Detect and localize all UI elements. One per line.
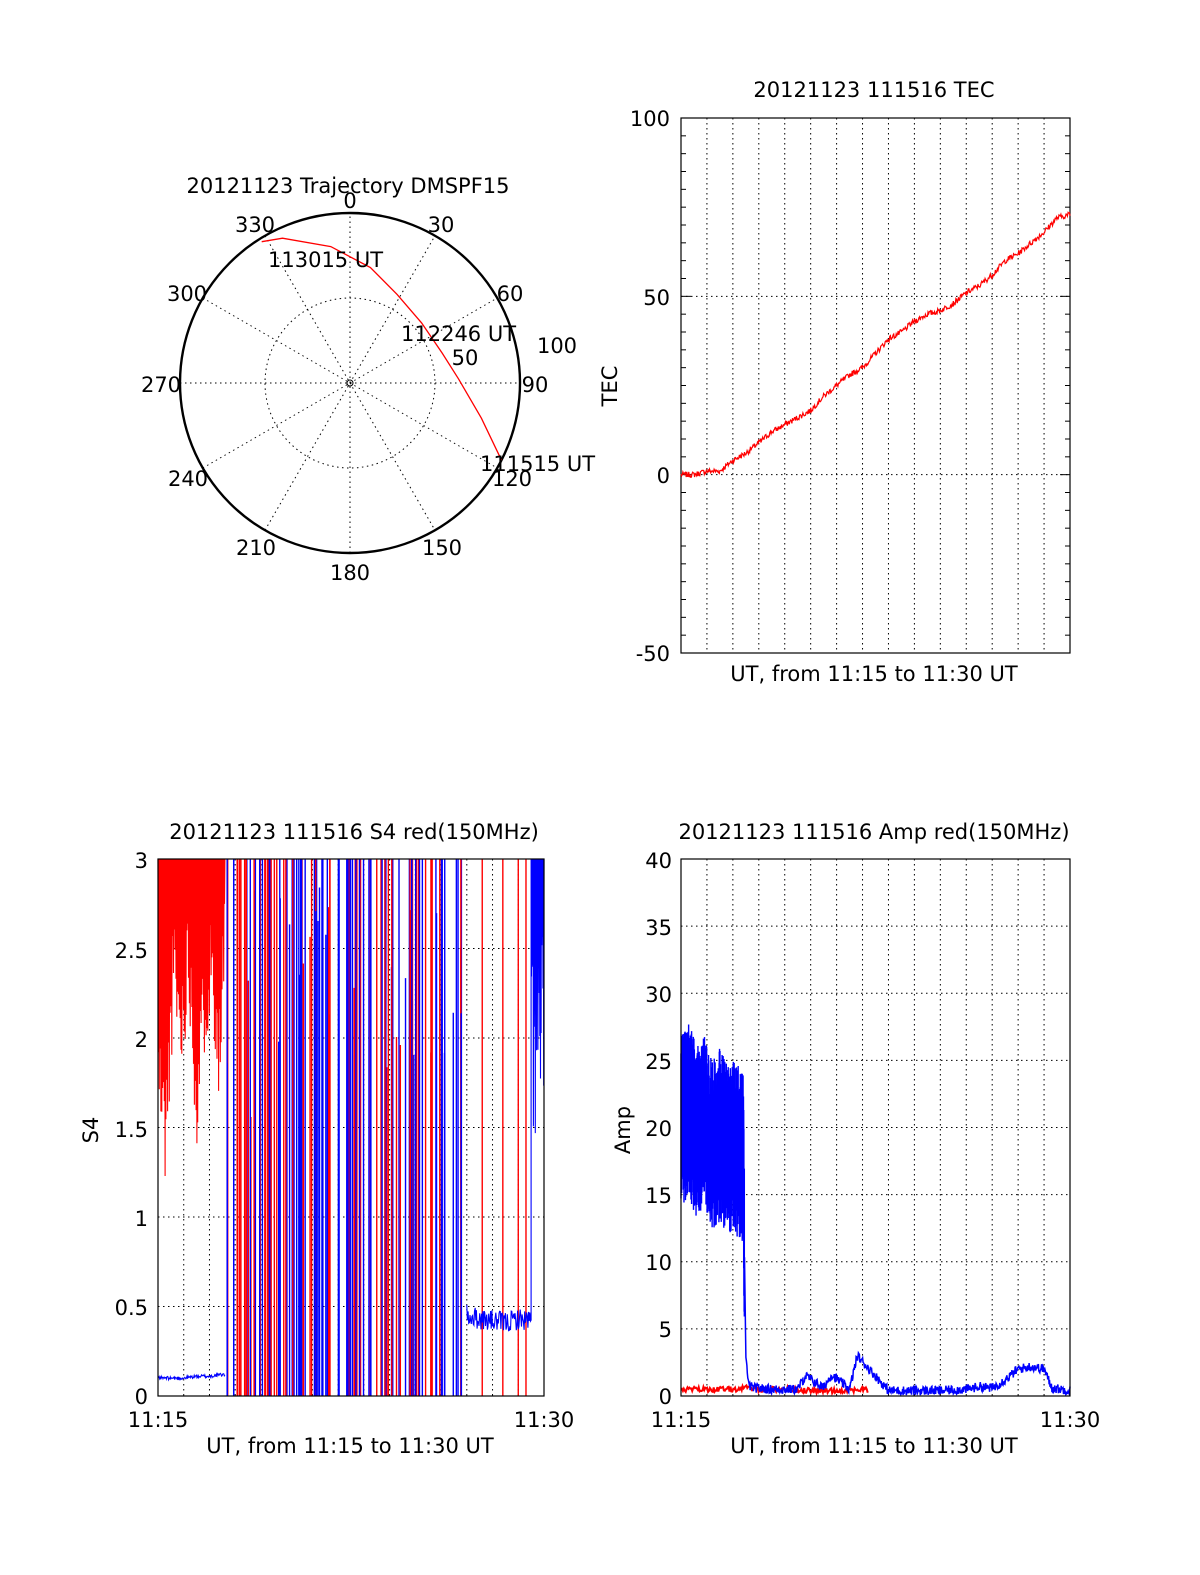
amp-xlabel: UT, from 11:15 to 11:30 UT <box>730 1434 1018 1458</box>
amp-ytick-5: 5 <box>659 1318 672 1342</box>
angle-label-120: 120 <box>492 467 532 491</box>
s4-xtick-start: 11:15 <box>128 1408 189 1432</box>
annotation-start-time: 111515 UT <box>480 452 595 476</box>
polar-center <box>346 379 354 387</box>
radius-label-100: 100 <box>537 334 577 358</box>
tec-plot-frame <box>680 117 1071 654</box>
s4-title: 20121123 111516 S4 red(150MHz) <box>169 820 539 844</box>
angle-label-60: 60 <box>497 282 524 306</box>
annotation-mid-time: 112246 UT <box>401 322 516 346</box>
s4-xlabel: UT, from 11:15 to 11:30 UT <box>206 1434 494 1458</box>
s4-xtick-end: 11:30 <box>514 1408 575 1432</box>
amp-ytick-25: 25 <box>645 1050 672 1074</box>
s4-blue-series <box>157 858 545 1382</box>
amp-ytick-30: 30 <box>645 983 672 1007</box>
tec-ytick-100: 100 <box>630 107 670 131</box>
angle-label-30: 30 <box>428 213 455 237</box>
s4-ytick-3: 3 <box>135 849 148 873</box>
amp-ytick-40: 40 <box>645 849 672 873</box>
s4-ylabel: S4 <box>79 1117 103 1144</box>
amp-noise-band <box>680 1024 746 1317</box>
amp-ytick-15: 15 <box>645 1184 672 1208</box>
amp-xtick-start: 11:15 <box>651 1408 712 1432</box>
tec-ytick-0: 0 <box>657 464 670 488</box>
amp-blue-series <box>743 1257 1071 1397</box>
trajectory-polar-chart: 20121123 Trajectory DMSPF15 0 30 60 90 1… <box>141 174 595 585</box>
tec-minor-ticks <box>681 117 1070 654</box>
tec-chart: 20121123 111516 TEC -50 0 50 100 TEC UT,… <box>598 78 1071 686</box>
amp-xtick-end: 11:30 <box>1040 1408 1101 1432</box>
polar-spokes <box>180 213 520 553</box>
angle-label-180: 180 <box>330 561 370 585</box>
tec-grid <box>681 118 1070 653</box>
s4-red-series <box>157 858 226 1177</box>
angle-label-330: 330 <box>235 213 275 237</box>
amp-ytick-20: 20 <box>645 1117 672 1141</box>
s4-chart: 20121123 111516 S4 red(150MHz) 0 0.5 1 1… <box>79 820 574 1458</box>
amp-ytick-35: 35 <box>645 916 672 940</box>
radius-label-50: 50 <box>452 346 479 370</box>
trajectory-track <box>261 237 503 461</box>
tec-ytick-50: 50 <box>643 286 670 310</box>
s4-ytick-1: 1 <box>135 1207 148 1231</box>
polar-spoke <box>264 235 436 531</box>
polar-title: 20121123 Trajectory DMSPF15 <box>186 174 509 198</box>
s4-ytick-1.5: 1.5 <box>115 1118 148 1142</box>
amp-plot-frame <box>680 858 1071 1397</box>
tec-xlabel: UT, from 11:15 to 11:30 UT <box>730 662 1018 686</box>
s4-ytick-0: 0 <box>135 1385 148 1409</box>
s4-ytick-2.5: 2.5 <box>115 939 148 963</box>
angle-label-0: 0 <box>343 189 356 213</box>
s4-spikes <box>226 859 527 1396</box>
tec-ytick-neg50: -50 <box>636 642 670 666</box>
tec-title: 20121123 111516 TEC <box>753 78 994 102</box>
annotation-end-time: 113015 UT <box>268 248 383 272</box>
s4-ytick-2: 2 <box>135 1028 148 1052</box>
angle-label-90: 90 <box>522 373 549 397</box>
amp-ytick-10: 10 <box>645 1251 672 1275</box>
angle-label-300: 300 <box>167 282 207 306</box>
s4-ytick-0.5: 0.5 <box>115 1296 148 1320</box>
amp-ylabel: Amp <box>611 1106 635 1154</box>
s4-plot-frame <box>157 858 545 1397</box>
tec-ylabel: TEC <box>598 366 622 408</box>
angle-label-150: 150 <box>422 536 462 560</box>
angle-label-210: 210 <box>236 536 276 560</box>
amp-chart: 20121123 111516 Amp red(150MHz) 0 5 10 1… <box>611 820 1100 1458</box>
tec-series-line <box>680 211 1071 479</box>
amp-ytick-0: 0 <box>659 1385 672 1409</box>
angle-label-270: 270 <box>141 373 181 397</box>
amp-title: 20121123 111516 Amp red(150MHz) <box>678 820 1069 844</box>
angle-label-240: 240 <box>168 467 208 491</box>
